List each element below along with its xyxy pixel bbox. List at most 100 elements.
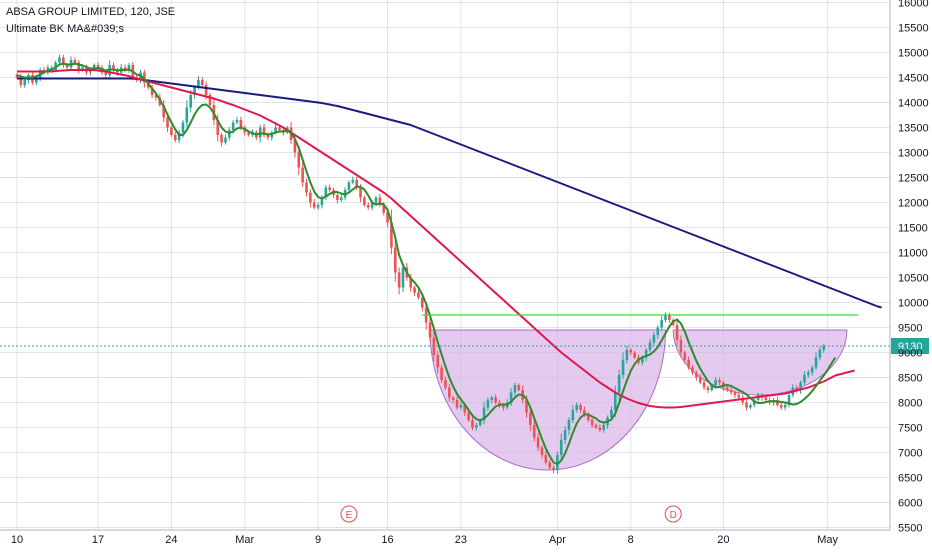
candle-up [374,197,378,203]
candle-up [644,350,648,358]
y-tick-label: 8500 [898,373,922,385]
candle-up [197,80,200,88]
candle-up [478,420,482,425]
candle-up [818,350,822,358]
candle-up [324,187,328,198]
indicator-title: Ultimate BK MA&#039;s [6,23,124,35]
candle-up [571,410,575,420]
x-tick-label: 17 [92,534,104,546]
x-tick-label: Apr [549,534,566,546]
candles [15,54,826,474]
x-tick-label: May [817,534,838,546]
candle-down [471,420,474,428]
y-tick-label: 10000 [898,298,929,310]
y-tick-label: 13000 [898,148,929,160]
ma-fast-line [16,62,837,465]
candle-down [428,322,432,338]
candle-up [339,197,343,200]
candle-down [200,80,204,85]
candle-down [312,202,316,208]
candle-down [629,350,633,353]
candle-up [814,357,818,368]
candle-down [104,72,108,75]
candle-up [401,267,405,288]
candle-up [127,65,131,70]
candle-up [347,182,351,190]
candle-down [301,167,304,183]
candle-up [563,430,567,440]
y-tick-label: 13500 [898,123,929,135]
y-tick-label: 10500 [898,273,929,285]
candle-down [633,352,636,358]
candle-up [807,372,810,375]
candle-down [247,132,250,135]
candle-down [529,412,532,425]
candle-down [112,65,115,70]
candle-down [355,180,358,188]
candle-up [35,77,38,83]
candle-down [208,95,212,105]
candle-down [123,67,127,70]
candle-up [575,405,578,410]
candle-down [675,325,679,340]
candle-up [556,455,559,470]
candle-down [548,462,551,468]
y-tick-label: 9000 [898,348,922,360]
candle-down [65,65,69,68]
candle-up [822,346,826,350]
candle-down [305,182,308,193]
x-tick-label: 16 [381,534,393,546]
candle-down [552,467,555,470]
candle-down [19,77,23,85]
candle-down [444,380,447,388]
candle-down [586,415,590,420]
candle-down [77,62,81,70]
ma-slow-line [17,77,882,309]
candle-down [150,87,154,95]
candle-up [714,380,717,385]
candle-down [795,387,799,390]
candle-down [239,120,243,128]
candle-down [455,400,459,408]
candle-down [278,127,281,130]
handle-shape [672,329,848,396]
y-tick-label: 8000 [898,398,922,410]
candle-up [258,127,262,138]
candle-down [309,192,312,203]
candle-down [698,377,702,383]
x-tick-label: 23 [455,534,467,546]
candle-up [660,320,663,328]
candle-down [413,287,416,293]
y-tick-label: 14000 [898,98,929,110]
candle-down [170,127,173,135]
y-tick-label: 11000 [898,248,928,260]
y-tick-label: 7500 [898,423,922,435]
y-tick-label: 16000 [898,0,929,10]
candle-down [779,405,783,408]
candle-down [154,95,158,98]
candle-up [648,342,652,350]
candle-down [436,355,440,368]
y-tick-label: 12500 [898,173,929,185]
candle-down [166,117,169,128]
candle-down [544,455,548,463]
candle-down [733,392,737,395]
candle-down [216,120,220,135]
candle-up [602,425,606,430]
candle-up [482,407,486,420]
candle-down [440,367,443,380]
candle-down [297,152,301,168]
x-tick-label: 24 [165,534,177,546]
candle-up [177,132,181,140]
candle-down [448,387,451,398]
candle-down [386,212,389,223]
candle-down [532,425,536,438]
candle-up [58,57,61,63]
y-tick-label: 5500 [898,523,922,535]
y-tick-label: 15500 [898,23,929,35]
candle-up [621,360,625,375]
candle-down [536,437,540,448]
x-tick-label: 20 [717,534,729,546]
candle-down [498,402,501,405]
